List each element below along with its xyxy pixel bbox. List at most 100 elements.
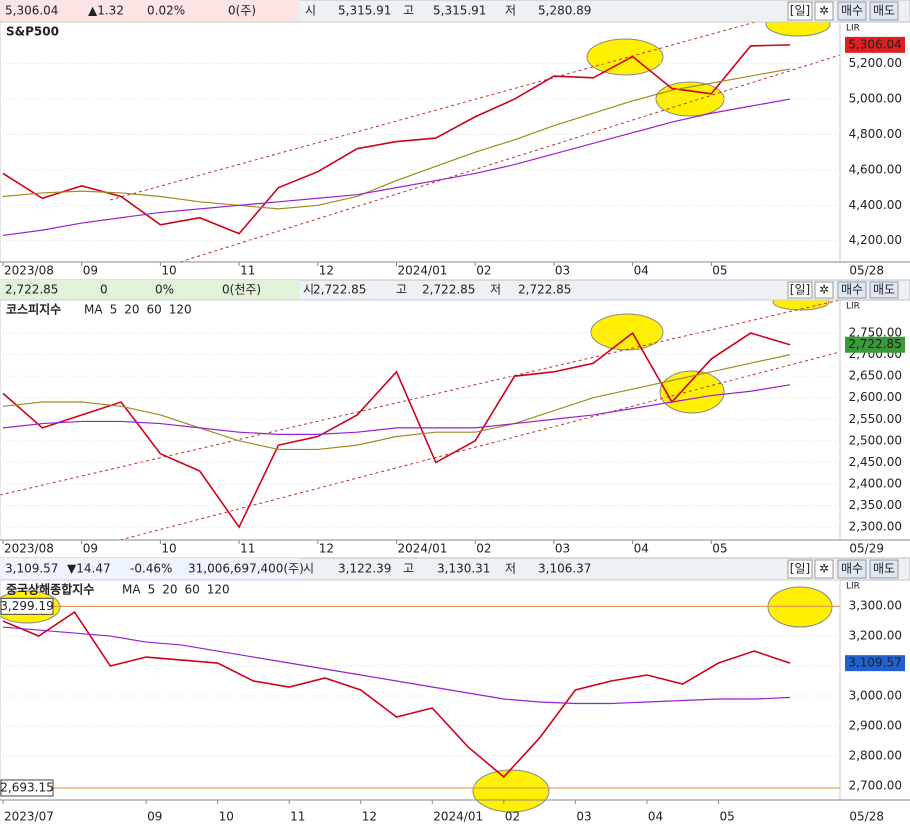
button[interactable] — [869, 559, 899, 579]
quote-field: 31,006,697,400(주) — [188, 562, 304, 576]
price-line — [2, 44, 791, 235]
price-line — [2, 331, 791, 529]
reference-label-box — [0, 597, 54, 615]
channel-line — [179, 54, 841, 263]
price-line — [2, 384, 791, 435]
button-label[interactable]: ✲ — [819, 562, 829, 576]
axis-tag: LIR — [846, 582, 860, 592]
button[interactable] — [814, 559, 834, 579]
button-label[interactable]: 매도 — [873, 4, 895, 18]
button[interactable] — [837, 559, 867, 579]
x-tick-label: 2023/08 — [4, 264, 54, 278]
x-tick-label: 05 — [712, 542, 727, 556]
price-line — [2, 626, 791, 705]
quote-field: 2,722.85 — [5, 283, 58, 297]
x-tick-label: 03 — [555, 264, 570, 278]
x-tick-label: 11 — [240, 542, 255, 556]
quote-field: 5,315.91 — [433, 4, 486, 18]
button[interactable] — [869, 281, 899, 299]
button[interactable] — [869, 1, 899, 21]
quote-field: 5,280.89 — [538, 4, 591, 18]
button[interactable] — [837, 281, 867, 299]
button-label[interactable]: [일] — [790, 4, 810, 18]
quote-field: 3,130.31 — [437, 562, 490, 576]
y-tick-label: 4,600.00 — [849, 162, 902, 176]
button-label[interactable]: 매수 — [841, 283, 863, 297]
button-label[interactable]: 매도 — [873, 283, 895, 297]
quote-field: 0.02% — [147, 4, 185, 18]
button[interactable] — [787, 559, 813, 579]
highlight — [659, 370, 725, 414]
y-tick-label: 4,400.00 — [849, 198, 902, 212]
highlight — [767, 586, 833, 628]
legend-item: 120 — [207, 583, 230, 597]
y-tick-label: 2,550.00 — [849, 412, 902, 426]
quote-field: 3,106.37 — [538, 562, 591, 576]
quote-field: 고 — [403, 4, 414, 18]
quote-bar-main — [0, 0, 300, 22]
x-tick-label: 04 — [648, 810, 663, 824]
quote-field: -0.46% — [130, 562, 172, 576]
y-tick-label: 2,500.00 — [849, 433, 902, 447]
y-tick-label: 3,300.00 — [849, 599, 902, 613]
x-tick-label: 2024/01 — [433, 810, 483, 824]
price-box — [845, 36, 905, 53]
button-label[interactable]: ✲ — [819, 283, 829, 297]
button[interactable] — [787, 281, 813, 299]
axis-tag: LIR — [846, 24, 860, 34]
quote-field: 저 — [505, 4, 516, 18]
legend-item: 60 — [184, 583, 199, 597]
x-tick-label: 11 — [240, 264, 255, 278]
legend-item: 5 — [148, 583, 156, 597]
y-tick-label: 5,200.00 — [849, 56, 902, 70]
x-tick-label: 2023/07 — [4, 810, 54, 824]
price-line — [2, 354, 791, 451]
quote-field: 0(주) — [228, 4, 256, 18]
button-label[interactable]: ✲ — [819, 4, 829, 18]
button[interactable] — [814, 281, 834, 299]
y-tick-label: 4,800.00 — [849, 127, 902, 141]
button[interactable] — [787, 1, 813, 21]
button-label[interactable]: 매도 — [873, 562, 895, 576]
quote-field: 2,722.85 — [313, 283, 366, 297]
quote-field: 고 — [396, 283, 407, 297]
end-date: 05/28 — [849, 264, 884, 278]
y-tick-label: 2,750.00 — [849, 326, 902, 340]
reference-label-box — [0, 779, 54, 797]
button-label[interactable]: 매수 — [841, 562, 863, 576]
price-box-label: 2,722.85 — [848, 337, 901, 351]
y-tick-label: 2,350.00 — [849, 498, 902, 512]
button[interactable] — [837, 1, 867, 21]
y-tick-label: 2,400.00 — [849, 476, 902, 490]
quote-field: 2,722.85 — [422, 283, 475, 297]
button-label[interactable]: [일] — [790, 562, 810, 576]
price-line — [2, 98, 791, 237]
end-date: 05/29 — [849, 542, 884, 556]
quote-field: 저 — [490, 283, 501, 297]
quote-field: 5,315.91 — [338, 4, 391, 18]
highlight — [586, 38, 664, 76]
button[interactable] — [814, 1, 834, 21]
button-label[interactable]: [일] — [790, 283, 810, 297]
x-tick-label: 2024/01 — [398, 264, 448, 278]
price-box-label: 3,109.57 — [848, 656, 901, 670]
chart-title: 중국상해종합지수 — [6, 582, 94, 597]
quote-field: 0% — [155, 283, 174, 297]
x-tick-label: 11 — [290, 810, 305, 824]
quote-field: ▼14.47 — [67, 562, 111, 576]
annotations — [0, 11, 833, 813]
x-tick-label: 12 — [319, 264, 334, 278]
x-tick-label: 03 — [576, 810, 591, 824]
x-tick-label: 09 — [83, 542, 98, 556]
legend-item: MA — [84, 303, 103, 317]
y-tick-label: 2,600.00 — [849, 390, 902, 404]
price-line — [2, 68, 791, 210]
x-tick-label: 09 — [83, 264, 98, 278]
button-label[interactable]: 매수 — [841, 4, 863, 18]
price-box-label: 5,306.04 — [848, 37, 901, 51]
legend-item: 20 — [162, 583, 177, 597]
legend-item: 60 — [146, 303, 161, 317]
quote-field: 시 — [305, 4, 316, 18]
quote-field: 고 — [403, 562, 414, 576]
